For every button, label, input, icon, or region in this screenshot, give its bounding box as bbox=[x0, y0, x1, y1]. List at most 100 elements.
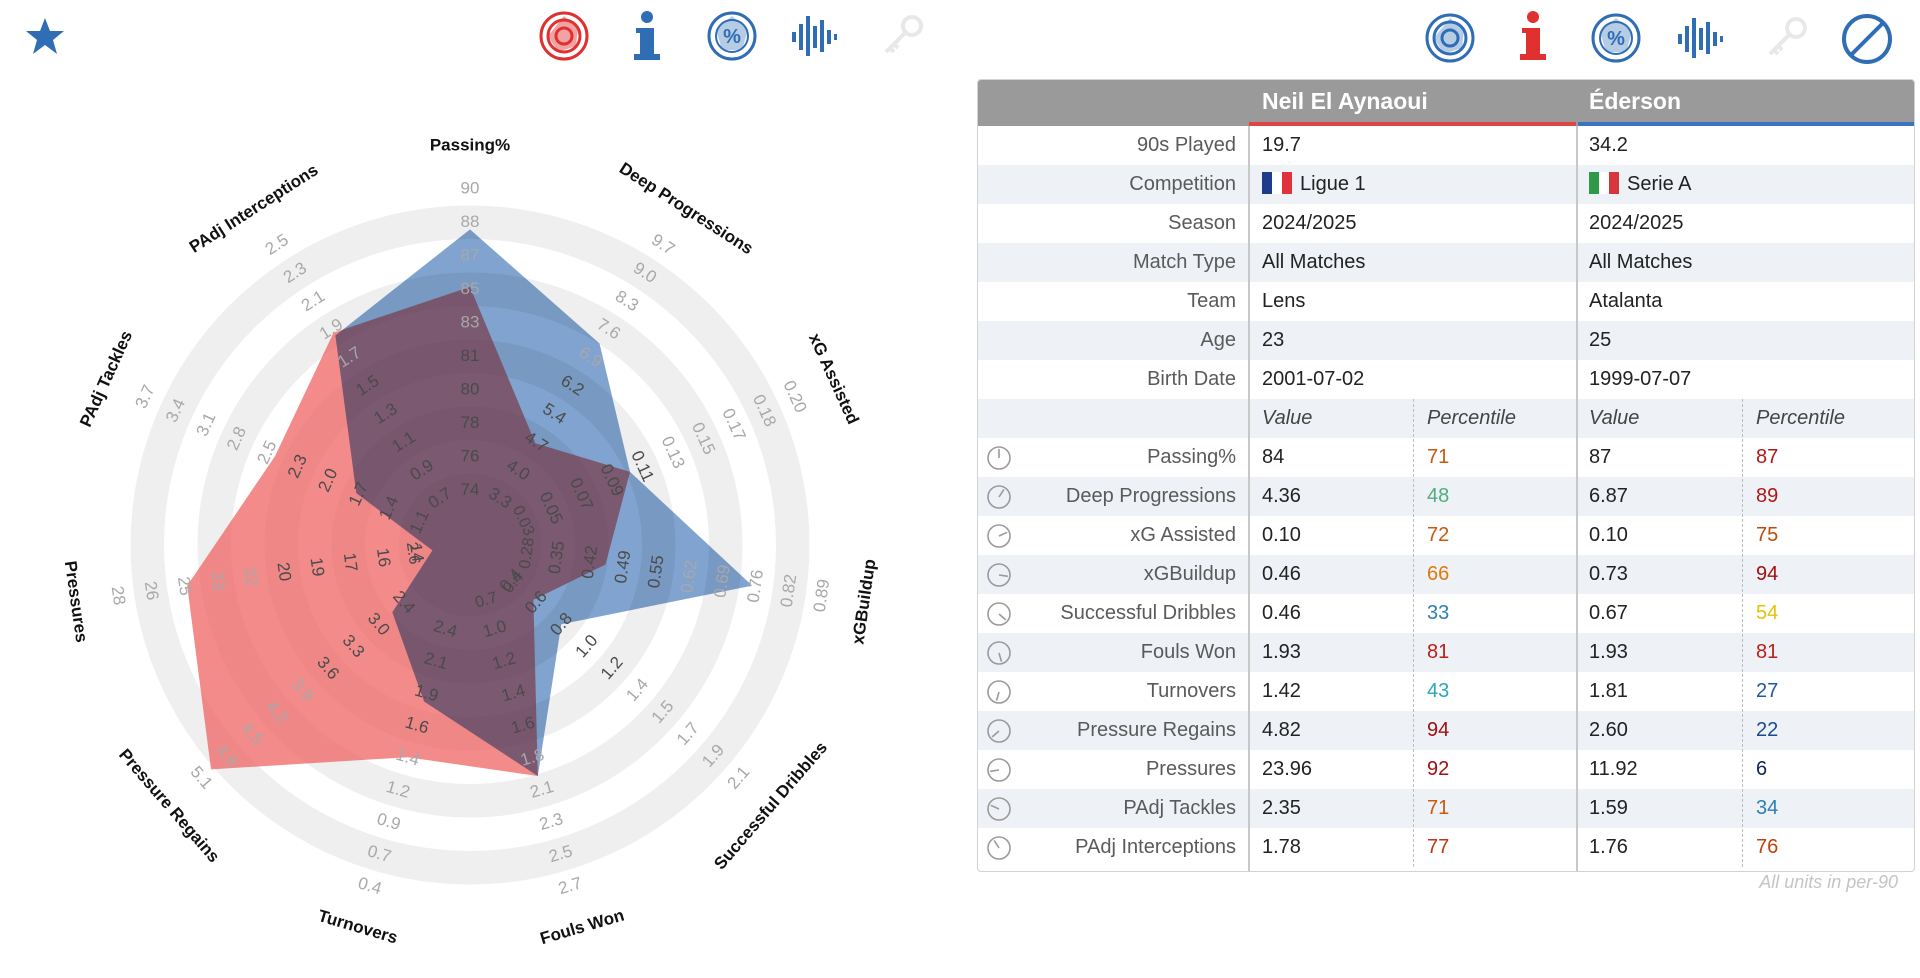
stat-clock-icon[interactable] bbox=[986, 445, 1012, 471]
stat-row: xGBuildup 0.46 66 0.73 94 bbox=[978, 555, 1914, 594]
percentile-column-header: Percentile bbox=[1427, 407, 1516, 429]
key-icon[interactable] bbox=[880, 14, 924, 58]
stat-clock-icon[interactable] bbox=[986, 640, 1012, 666]
radar-tick-label: 22 bbox=[240, 566, 262, 587]
stat-row: Pressure Regains 4.82 94 2.60 22 bbox=[978, 711, 1914, 750]
info-row: Team Lens Atalanta bbox=[978, 282, 1914, 321]
player2-percentile: 34 bbox=[1756, 797, 1779, 819]
info-row: Age 23 25 bbox=[978, 321, 1914, 360]
player2-percentile: 81 bbox=[1756, 641, 1779, 663]
player1-percentile: 66 bbox=[1427, 563, 1450, 585]
table-header: Neil El Aynaoui Éderson bbox=[978, 80, 1914, 126]
italy-flag-icon bbox=[1589, 169, 1619, 194]
player2-percentile: 89 bbox=[1756, 485, 1779, 507]
key-icon[interactable] bbox=[1764, 16, 1808, 60]
stats-subheader: Value Percentile Value Percentile bbox=[978, 399, 1914, 438]
radar-tick-label: 28 bbox=[108, 585, 130, 606]
info-row: Birth Date 2001-07-02 1999-07-07 bbox=[978, 360, 1914, 399]
radar-tick-label: 0.7 bbox=[473, 589, 499, 612]
percentile-column-header: Percentile bbox=[1756, 407, 1845, 429]
no-entry-icon[interactable] bbox=[1840, 12, 1894, 66]
stat-clock-icon[interactable] bbox=[986, 679, 1012, 705]
radar-tick-label: 20 bbox=[273, 561, 295, 582]
radar-tick-label: 16 bbox=[373, 547, 395, 568]
player1-stat-value: 23.96 bbox=[1262, 758, 1313, 780]
player1-info: Lens bbox=[1262, 282, 1305, 321]
player2-name: Éderson bbox=[1589, 88, 1682, 114]
percent-radar-icon[interactable]: % bbox=[1590, 12, 1642, 64]
player2-stat-value: 0.10 bbox=[1589, 524, 1628, 546]
value-percentile-divider bbox=[1413, 399, 1414, 867]
stat-clock-icon[interactable] bbox=[986, 796, 1012, 822]
player1-color-bar bbox=[1249, 122, 1576, 126]
radar-tick-label: 78 bbox=[461, 413, 480, 432]
radar-tick-label: 87 bbox=[461, 245, 480, 264]
value-percentile-divider bbox=[1742, 399, 1743, 867]
waveform-icon[interactable] bbox=[1676, 14, 1724, 62]
row-label: Team bbox=[1187, 290, 1236, 312]
stat-label: Pressure Regains bbox=[1077, 719, 1236, 741]
info-icon[interactable] bbox=[1516, 10, 1550, 64]
info-icon[interactable] bbox=[630, 10, 664, 64]
player2-percentile: 6 bbox=[1756, 758, 1768, 780]
player2-percentile: 75 bbox=[1756, 524, 1779, 546]
stat-clock-icon[interactable] bbox=[986, 835, 1012, 861]
player1-stat-value: 1.93 bbox=[1262, 641, 1301, 663]
stat-label: Pressures bbox=[1145, 758, 1236, 780]
radar-tick-label: 0.76 bbox=[744, 568, 768, 603]
waveform-icon[interactable] bbox=[790, 12, 838, 60]
radar-tick-label: 76 bbox=[461, 446, 480, 465]
radar-tick-label: 0.89 bbox=[810, 578, 834, 613]
player2-stat-value: 0.67 bbox=[1589, 602, 1628, 624]
radar-axis-label: Passing% bbox=[430, 135, 510, 154]
radar-tick-label: 14 bbox=[406, 542, 428, 563]
info-value: 2024/2025 bbox=[1262, 212, 1357, 234]
star-icon[interactable] bbox=[24, 16, 66, 56]
stat-row: Turnovers 1.42 43 1.81 27 bbox=[978, 672, 1914, 711]
info-value: All Matches bbox=[1262, 251, 1366, 273]
player2-stat-value: 11.92 bbox=[1589, 758, 1638, 780]
radar-tick-label: 81 bbox=[461, 346, 480, 365]
comparison-table: Neil El Aynaoui Éderson 90s Played 19.7 34… bbox=[977, 79, 1915, 872]
player2-percentile: 27 bbox=[1756, 680, 1779, 702]
radar-target-icon[interactable] bbox=[538, 10, 590, 62]
info-value: Lens bbox=[1262, 290, 1306, 312]
svg-text:%: % bbox=[1607, 28, 1625, 50]
info-value: 1999-07-07 bbox=[1589, 368, 1692, 390]
player1-percentile: 71 bbox=[1427, 797, 1450, 819]
stat-label: Successful Dribbles bbox=[1060, 602, 1236, 624]
radar-series-player2 bbox=[335, 229, 753, 776]
stat-label: xGBuildup bbox=[1143, 563, 1236, 585]
radar-target-icon[interactable] bbox=[1424, 12, 1476, 64]
radar-tick-label: 0.28 bbox=[517, 537, 538, 570]
stat-label: PAdj Tackles bbox=[1123, 797, 1236, 819]
player2-stat-value: 6.87 bbox=[1589, 485, 1628, 507]
stat-row: Successful Dribbles 0.46 33 0.67 54 bbox=[978, 594, 1914, 633]
player1-stat-value: 0.46 bbox=[1262, 563, 1301, 585]
stat-clock-icon[interactable] bbox=[986, 484, 1012, 510]
player2-info: Atalanta bbox=[1589, 282, 1662, 321]
stat-clock-icon[interactable] bbox=[986, 562, 1012, 588]
radar-axis-label: Fouls Won bbox=[538, 905, 626, 948]
info-value: 19.7 bbox=[1262, 134, 1301, 156]
row-label: Season bbox=[1168, 212, 1236, 234]
table-body: 90s Played 19.7 34.2 Competition Ligue 1 Seri… bbox=[978, 126, 1914, 867]
radar-tick-label: 0.55 bbox=[644, 554, 668, 589]
stat-row: PAdj Tackles 2.35 71 1.59 34 bbox=[978, 789, 1914, 828]
info-value: 2024/2025 bbox=[1589, 212, 1684, 234]
info-value: 34.2 bbox=[1589, 134, 1628, 156]
stat-clock-icon[interactable] bbox=[986, 718, 1012, 744]
stat-clock-icon[interactable] bbox=[986, 601, 1012, 627]
stat-clock-icon[interactable] bbox=[986, 523, 1012, 549]
stat-clock-icon[interactable] bbox=[986, 757, 1012, 783]
player1-percentile: 94 bbox=[1427, 719, 1450, 741]
player1-info: 19.7 bbox=[1262, 126, 1301, 165]
radar-tick-label: 17 bbox=[340, 551, 362, 572]
row-label: Age bbox=[1200, 329, 1236, 351]
radar-tick-label: 0.62 bbox=[677, 559, 701, 594]
percent-radar-icon[interactable]: % bbox=[706, 10, 758, 62]
player2-stat-value: 1.76 bbox=[1589, 836, 1628, 858]
player1-name: Neil El Aynaoui bbox=[1262, 88, 1428, 114]
radar-tick-label: 0.42 bbox=[578, 544, 602, 579]
radar-tick-label: 0.35 bbox=[545, 540, 569, 575]
